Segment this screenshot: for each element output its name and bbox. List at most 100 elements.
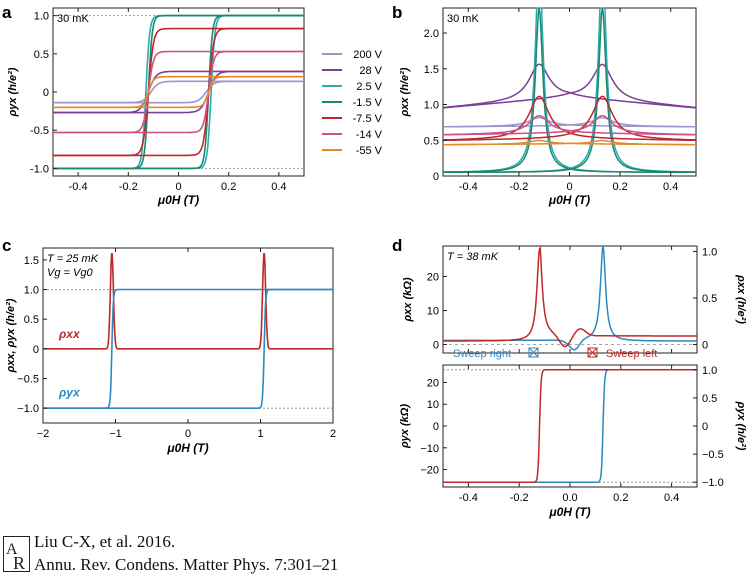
panel-a-xtick-label: -0.4 (69, 181, 88, 193)
panel-a-ytick-label: 0 (43, 87, 49, 99)
panel-a-series-line (53, 14, 304, 170)
panel-a-ytick-label: -0.5 (30, 125, 49, 137)
panel-d-bottom-ytick-label-right: 0.5 (702, 393, 717, 405)
panel-a-xtick-label: 0 (175, 181, 181, 193)
panel-a-frame (52, 7, 305, 177)
panel-c-ylabel: ρxx, ρyx (h/e²) (5, 298, 17, 373)
panel-a-series-line (53, 50, 304, 134)
panel-d-top-ylabel-left: ρxx (kΩ) (402, 277, 414, 322)
panel-a-legend-label: -55 V (356, 145, 383, 157)
panel-d-bottom-ytick-label: 10 (427, 399, 439, 411)
panel-a-annotation: 30 mK (57, 13, 89, 25)
panel-d-annotation: T = 38 mK (447, 251, 499, 263)
panel-c-rhoxx-label: ρxx (58, 327, 81, 341)
panel-b-ytick-label: 0 (433, 171, 439, 183)
panel-c-ytick-label: −1.0 (17, 403, 39, 415)
panel-c-xtick-label: −1 (109, 428, 122, 440)
panel-a-legend-label: -1.5 V (353, 97, 383, 109)
panel-b-ytick-label: 0.5 (424, 135, 439, 147)
panel-d-sweep-left-marker-cross (587, 347, 598, 358)
panel-d-bottom-frame (442, 364, 698, 488)
panel-label-a: a (2, 3, 12, 22)
panel-b-series-line (443, 7, 696, 174)
panel-d-bottom-sweep-left-line (443, 369, 697, 483)
panel-a-series-line (53, 70, 304, 114)
panel-b-xlabel: μ0H (T) (548, 193, 590, 207)
panel-b-series-line (443, 114, 696, 136)
panel-label-c: c (2, 236, 11, 255)
panel-d-bottom-xtick-label: 0.2 (613, 492, 628, 504)
svg-text:R: R (13, 553, 25, 572)
panel-d-bottom-sweep-right-line (443, 369, 697, 483)
panel-c-rhoyx-label: ρyx (58, 385, 81, 399)
panel-b-series-line (443, 116, 696, 128)
panel-b-xtick-label: 0 (566, 181, 572, 193)
panel-b-series-line (442, 63, 697, 109)
citation-line-2: Annu. Rev. Condens. Matter Phys. 7:301–2… (34, 555, 339, 574)
panel-a-ytick-label: 1.0 (34, 11, 49, 23)
panel-c-xtick-label: −2 (37, 428, 50, 440)
panel-d-sweep-right-marker-cross (528, 347, 539, 358)
panel-c-rhoxx-line (43, 253, 333, 350)
panel-d-top-sweep-left-line (443, 245, 697, 348)
panel-d-bottom-ytick-label: −10 (420, 443, 439, 455)
panel-d-top-ytick-label: 20 (427, 272, 439, 284)
panel-d-sweep-left-label: Sweep left (606, 348, 657, 360)
panel-d-bottom-xtick-label: 0.0 (562, 492, 577, 504)
panel-b-xtick-label: 0.4 (663, 181, 678, 193)
panel-c-xtick-label: 1 (257, 428, 263, 440)
svg-text:A: A (6, 541, 18, 558)
panel-c-ytick-label: 0.5 (24, 314, 39, 326)
panel-c-xtick-label: 2 (330, 428, 336, 440)
panel-a-series-line (53, 27, 304, 157)
panel-b-series-line (442, 63, 697, 109)
panel-c-ytick-label: 1.0 (24, 285, 39, 297)
panel-d-top-ytick-label: 10 (427, 306, 439, 318)
panel-a-xtick-label: -0.2 (119, 181, 138, 193)
panel-b-series-line (443, 7, 696, 173)
panel-a-chart: -0.4 -0.2 0 0.2 0.4 -1.0 -0.5 0 0.5 1.0 30 mK ρyx (… (7, 7, 383, 207)
panel-a-series-line (53, 80, 304, 104)
panel-d-chart: 0 10 20 0 0.5 1.0 T = 38 mK Sweep right Sweep le… (399, 245, 747, 519)
panel-b-chart: -0.4 -0.2 0 0.2 0.4 0 0.5 1.0 1.5 2.0 30 mK ρxx (h/… (399, 7, 697, 207)
panel-c-ytick-label: 0 (33, 344, 39, 356)
panel-d-bottom-ylabel-right: ρyx (h/e²) (735, 401, 747, 451)
panel-d-bottom-xtick-label: 0.4 (664, 492, 679, 504)
panel-c-xlabel: μ0H (T) (166, 441, 208, 455)
panel-a-legend-label: 28 V (359, 65, 382, 77)
panel-d-bottom-ytick-label-right: −1.0 (702, 477, 724, 489)
panel-b-ytick-label: 2.0 (424, 28, 439, 40)
panel-c-ytick-label: 1.5 (24, 255, 39, 267)
panel-a-ytick-label: 0.5 (34, 49, 49, 61)
panel-c-xtick-label: 0 (185, 428, 191, 440)
panel-b-series-line (443, 7, 696, 174)
panel-a-series-line (53, 27, 304, 157)
annual-reviews-logo-icon: A R (3, 536, 30, 572)
panel-d-top-ytick-label: 0 (433, 340, 439, 352)
panel-a-series-line (53, 14, 304, 170)
panel-d-top-ytick-label-right: 0 (702, 340, 708, 352)
panel-d-bottom-ytick-label-right: 1.0 (702, 365, 717, 377)
panel-c-ytick-label: −0.5 (17, 374, 39, 386)
panel-a-legend-label: 2.5 V (356, 81, 382, 93)
panel-d-top-ytick-label-right: 0.5 (702, 293, 717, 305)
panel-label-d: d (392, 236, 402, 255)
panel-b-xtick-label: 0.2 (612, 181, 627, 193)
panel-a-series-line (53, 70, 304, 114)
panel-d-bottom-ylabel-left: ρyx (kΩ) (399, 404, 411, 449)
panel-b-ytick-label: 1.5 (424, 64, 439, 76)
panel-d-bottom-ytick-label-right: −0.5 (702, 449, 724, 461)
panel-label-b: b (392, 3, 402, 22)
panel-b-xtick-label: -0.2 (509, 181, 528, 193)
panel-a-xtick-label: 0.4 (271, 181, 286, 193)
panel-c-annotation-temperature: T = 25 mK (47, 253, 99, 265)
panel-c-chart: −2 −1 0 1 2 −1.0 −0.5 0 0.5 1.0 1.5 T = 25 mK Vg = V… (5, 247, 336, 455)
panel-b-ylabel: ρxx (h/e²) (399, 67, 411, 117)
panel-c-annotation-gate: Vg = Vg0 (47, 267, 93, 279)
panel-d-top-ytick-label-right: 1.0 (702, 246, 717, 258)
panel-b-series-line (442, 7, 696, 174)
citation-line-1: Liu C-X, et al. 2016. (34, 532, 176, 551)
panel-b-xtick-label: -0.4 (459, 181, 478, 193)
panel-d-sweep-right-marker (528, 347, 539, 358)
panel-d-bottom-xtick-label: -0.4 (459, 492, 478, 504)
